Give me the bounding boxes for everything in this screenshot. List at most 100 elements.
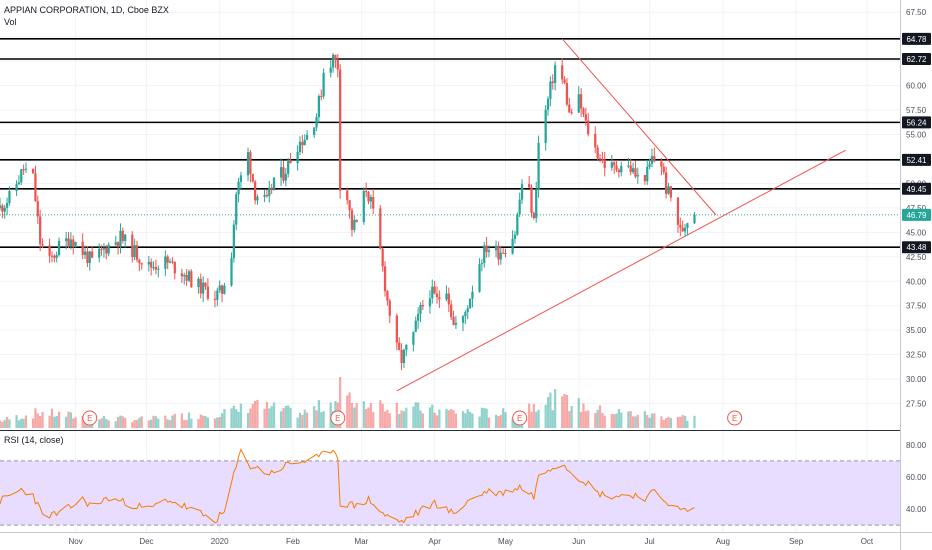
candle-body: [568, 104, 571, 113]
candle-body: [513, 234, 517, 239]
earnings-marker: [727, 410, 743, 426]
rsi-band-lines: [0, 460, 900, 526]
candle-body: [631, 168, 635, 173]
candle-body: [131, 234, 134, 258]
candle-body: [596, 147, 599, 159]
pane-separator[interactable]: [0, 430, 900, 431]
earnings-marker-label: E: [732, 414, 737, 423]
candle-body: [36, 201, 39, 217]
time-tick-label: Oct: [861, 537, 874, 546]
volume-bar: [150, 419, 153, 428]
volume-bar: [98, 419, 101, 428]
horizontal-levels[interactable]: [0, 38, 900, 249]
time-tick-label: Dec: [139, 537, 153, 546]
level-price-tags: 64.78 62.72 56.24 52.41 49.45 43.48 46.79: [902, 32, 931, 254]
volume-bar: [386, 409, 389, 428]
volume-bar: [17, 420, 21, 428]
candle-body: [610, 162, 613, 168]
volume-bar: [532, 403, 535, 428]
candle-body: [157, 268, 160, 270]
candle-body: [204, 282, 207, 287]
candle-body: [400, 349, 403, 363]
candle-body: [289, 159, 292, 164]
candle-body: [693, 214, 696, 224]
volume-bar: [197, 419, 200, 428]
volume-bar: [587, 410, 590, 428]
volume-bar: [320, 412, 323, 428]
volume-bar: [388, 413, 391, 428]
volume-bar: [570, 406, 573, 428]
last-price-tag: [902, 208, 931, 221]
price-tick-label: 27.50: [906, 400, 927, 409]
volume-bar: [428, 407, 432, 428]
candle-body: [615, 165, 618, 170]
candle-body: [164, 256, 167, 269]
candle-body: [107, 244, 110, 254]
volume-bar: [634, 416, 637, 428]
last-price-label: 46.79: [906, 211, 927, 220]
price-tick-label: 40.00: [906, 277, 927, 286]
candle-body: [483, 245, 486, 264]
volume-bar: [643, 411, 647, 428]
volume-bar: [119, 415, 122, 428]
candle-body: [487, 250, 491, 252]
candle-body: [613, 162, 616, 166]
candle-body: [653, 156, 656, 162]
candle-body: [114, 242, 117, 245]
volume-bar: [350, 403, 354, 428]
volume-bar: [579, 411, 583, 428]
candle-body: [282, 167, 285, 181]
candle-body: [563, 79, 566, 83]
volume-bar: [218, 416, 221, 428]
candle-body: [421, 304, 424, 307]
volume-bar: [183, 420, 186, 428]
volume-bar: [594, 412, 597, 428]
volume-bar: [502, 408, 505, 428]
volume-bar: [216, 417, 219, 428]
volume-bar: [69, 412, 72, 428]
level-tag: [902, 182, 931, 195]
volume-bar: [483, 407, 486, 428]
rsi-axis[interactable]: 80.00 60.00 40.00: [906, 441, 927, 514]
candle-body: [627, 165, 630, 167]
candle-body: [213, 298, 217, 300]
volume-bar: [676, 416, 680, 428]
volume-bar: [24, 415, 28, 428]
candle-body: [383, 266, 387, 292]
volume-bar: [31, 418, 35, 428]
volume-bar: [239, 403, 243, 428]
volume-bars: [0, 377, 696, 428]
volume-bar: [582, 403, 585, 428]
price-tick-label: 67.50: [906, 8, 927, 17]
candle-body: [48, 245, 51, 256]
volume-bar: [412, 406, 415, 428]
candle-body: [251, 173, 254, 182]
time-axis[interactable]: Nov Dec 2020 Feb Mar Apr May Jun Jul Aug Sep Oct: [68, 537, 873, 546]
candle-body: [369, 197, 372, 202]
volume-bar: [650, 413, 654, 428]
candle-body: [468, 298, 472, 309]
candle-body: [53, 255, 56, 258]
candle-body: [445, 293, 448, 300]
candle-body: [348, 200, 351, 211]
volume-bar: [220, 413, 224, 428]
candle-body: [239, 175, 243, 182]
candle-body: [405, 344, 408, 350]
candle-body: [173, 261, 176, 274]
volume-bar: [5, 416, 9, 428]
candle-body: [353, 219, 356, 230]
candle-body: [454, 322, 458, 325]
volume-bar: [369, 403, 372, 428]
candle-body: [579, 94, 583, 109]
volume-bar: [511, 418, 514, 428]
trendlines[interactable]: [396, 38, 846, 392]
volume-bar: [667, 416, 670, 428]
candle-body: [669, 186, 672, 198]
volume-bar: [282, 408, 285, 428]
volume-bar: [213, 418, 217, 428]
volume-bar: [296, 417, 299, 428]
volume-bar: [584, 411, 587, 428]
candle-body: [553, 65, 557, 83]
